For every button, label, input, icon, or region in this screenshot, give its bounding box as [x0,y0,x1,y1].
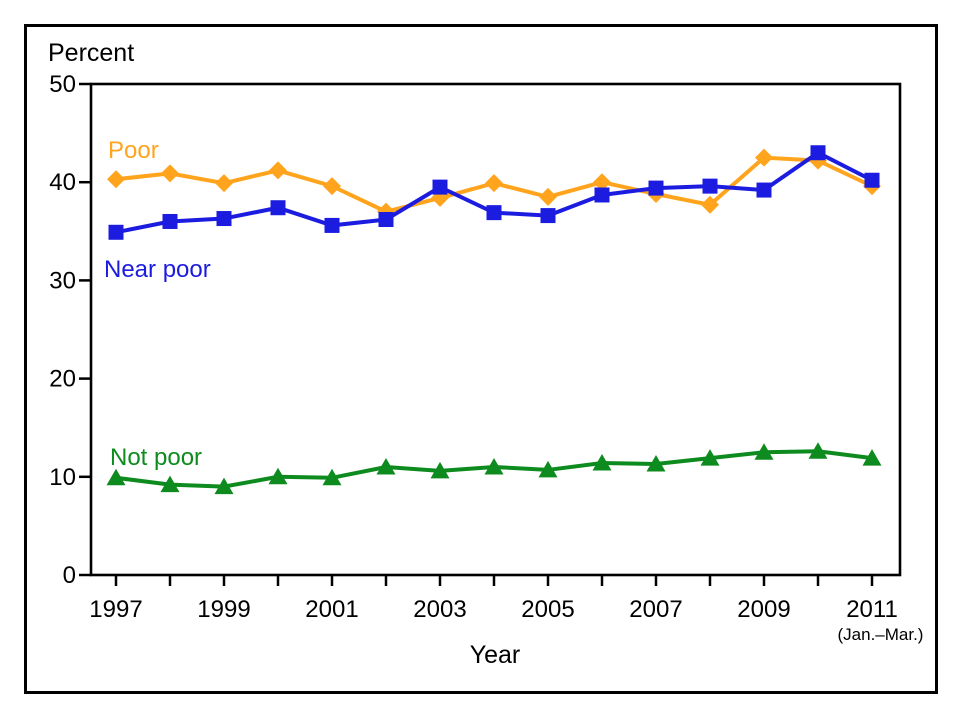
marker-not-poor-2011 [862,449,882,466]
marker-near-poor-2003 [432,179,448,195]
marker-poor-1998 [161,164,179,183]
x-axis-period-note: (Jan.–Mar.) [837,625,924,644]
marker-not-poor-1999 [214,477,234,495]
y-axis-tick-label: 50 [49,71,76,98]
marker-poor-2008 [701,195,719,214]
marker-near-poor-2009 [756,182,772,198]
x-axis-title: Year [469,641,521,669]
marker-poor-1997 [107,170,125,189]
marker-near-poor-2004 [486,205,502,221]
figure-border [24,24,938,694]
marker-not-poor-2007 [646,455,666,472]
y-axis-tick-label: 10 [49,464,76,491]
marker-poor-2009 [755,148,773,167]
marker-poor-2005 [539,187,557,206]
marker-not-poor-2001 [322,468,342,486]
marker-near-poor-2008 [702,178,718,194]
x-axis-tick-label: 2003 [413,596,466,623]
marker-not-poor-2006 [592,454,612,471]
x-axis-tick-label: 2011 [846,596,898,623]
marker-near-poor-1999 [216,211,232,227]
marker-near-poor-2000 [270,200,286,216]
marker-not-poor-2009 [754,443,774,460]
y-axis-tick-label: 20 [49,366,76,393]
marker-near-poor-2001 [324,217,340,233]
x-axis-tick-label: 2005 [521,596,574,623]
x-axis-tick-label: 1997 [89,596,142,623]
y-axis-tick-label: 0 [63,562,76,589]
marker-not-poor-1997 [106,468,126,486]
y-axis-title: Percent [48,39,135,67]
x-axis-tick-label: 2007 [629,596,682,623]
x-axis-tick-label: 1999 [197,596,250,623]
marker-not-poor-2004 [484,457,504,475]
series-label-not-poor: Not poor [110,444,202,471]
marker-poor-2001 [323,177,341,196]
marker-not-poor-2003 [430,461,450,479]
y-axis-tick-label: 40 [49,169,76,196]
marker-near-poor-2002 [378,212,394,228]
marker-near-poor-2006 [594,187,610,203]
marker-near-poor-2010 [810,145,826,161]
marker-poor-2004 [485,174,503,193]
marker-near-poor-1997 [108,224,124,240]
series-label-near-poor: Near poor [104,256,211,283]
marker-not-poor-2008 [700,449,720,466]
plot-frame [89,82,902,577]
marker-not-poor-2000 [268,467,288,485]
marker-poor-1999 [215,174,233,193]
series-label-poor: Poor [108,137,159,164]
marker-near-poor-2011 [864,172,880,188]
y-axis-tick-label: 30 [49,267,76,294]
marker-near-poor-2007 [648,180,664,196]
x-axis-tick-label: 2001 [305,596,358,623]
marker-near-poor-2005 [540,208,556,224]
marker-not-poor-2002 [376,457,396,475]
marker-poor-2006 [593,173,611,192]
marker-poor-2000 [269,161,287,180]
marker-not-poor-2005 [538,460,558,478]
x-axis-tick-label: 2009 [737,596,790,623]
marker-not-poor-2010 [808,442,828,459]
marker-near-poor-1998 [162,213,178,229]
marker-not-poor-1998 [160,475,180,493]
